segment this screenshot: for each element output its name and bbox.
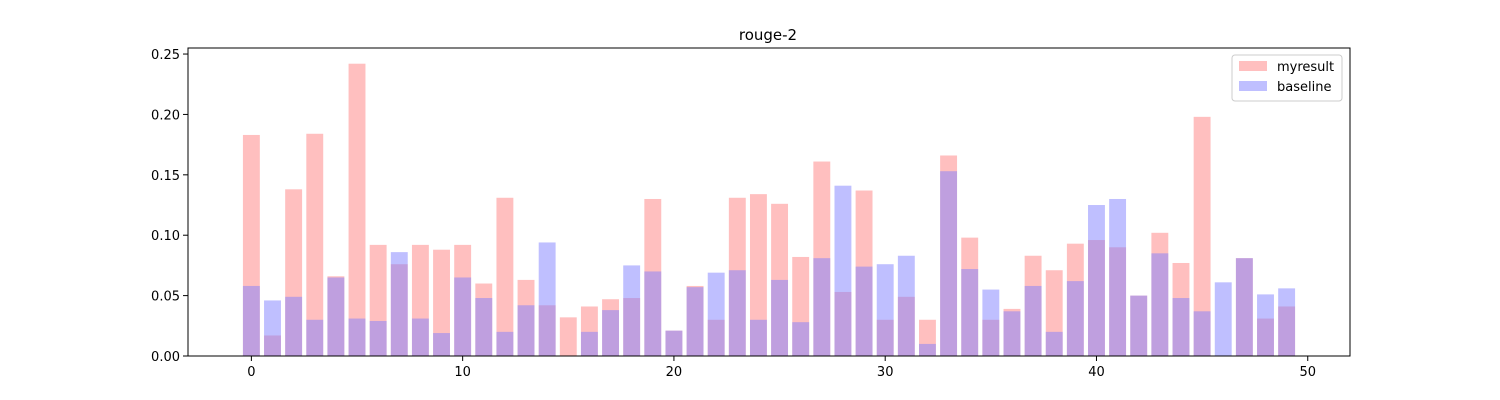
y-axis: 0.00 0.05 0.10 0.15 0.20 0.25 (151, 48, 188, 365)
baseline-bar-25 (771, 279, 789, 356)
baseline-bar-43 (1151, 253, 1169, 356)
chart-title: rouge-2 (739, 26, 797, 44)
baseline-bar-19 (644, 271, 662, 356)
baseline-bar-49 (1278, 288, 1296, 356)
baseline-bar-5 (348, 318, 366, 356)
baseline-bar-2 (285, 296, 303, 356)
myresult-bar-15 (559, 317, 577, 356)
baseline-bar-3 (306, 319, 324, 356)
y-tick-label: 0.05 (151, 290, 180, 305)
x-tick-label: 0 (247, 365, 255, 380)
baseline-bar-36 (1003, 311, 1021, 356)
baseline-bar-20 (665, 330, 683, 356)
baseline-bar-22 (707, 272, 725, 356)
baseline-bar-12 (496, 331, 514, 356)
baseline-bar-48 (1257, 294, 1274, 356)
baseline-bar-6 (369, 320, 387, 356)
baseline-bar-33 (940, 171, 958, 356)
legend-label-myresult: myresult (1277, 60, 1334, 75)
x-tick-label: 30 (877, 365, 894, 380)
baseline-bar-9 (433, 333, 450, 356)
myresult-bar-24 (749, 194, 767, 356)
legend-swatch-baseline (1239, 81, 1267, 91)
legend-label-baseline: baseline (1277, 80, 1331, 95)
baseline-bar-35 (982, 289, 1000, 356)
x-tick-label: 10 (454, 365, 471, 380)
y-tick-label: 0.00 (151, 350, 180, 365)
baseline-bar-27 (813, 258, 831, 356)
baseline-bar-31 (897, 255, 915, 356)
baseline-bar-42 (1130, 295, 1148, 356)
baseline-bar-47 (1235, 258, 1253, 356)
x-tick-label: 20 (666, 365, 683, 380)
y-tick-label: 0.10 (151, 229, 180, 244)
myresult-bar-9 (433, 249, 450, 356)
baseline-bar-45 (1193, 311, 1211, 356)
baseline-bar-29 (855, 266, 873, 356)
baseline-bar-4 (327, 277, 345, 356)
bars-layer (242, 63, 1296, 356)
y-tick-label: 0.15 (151, 169, 180, 184)
baseline-bar-23 (728, 270, 746, 356)
baseline-bar-41 (1109, 198, 1127, 356)
baseline-bar-18 (623, 265, 641, 356)
x-tick-label: 40 (1088, 365, 1105, 380)
y-tick-label: 0.25 (151, 48, 180, 63)
baseline-bar-44 (1172, 298, 1190, 356)
myresult-bar-12 (496, 197, 514, 356)
baseline-bar-17 (602, 310, 619, 356)
baseline-bar-14 (538, 242, 556, 356)
baseline-bar-40 (1088, 205, 1105, 356)
baseline-bar-46 (1214, 282, 1232, 356)
baseline-bar-26 (792, 322, 810, 356)
baseline-bar-1 (264, 300, 281, 356)
baseline-bar-39 (1066, 281, 1084, 356)
legend-swatch-myresult (1239, 61, 1267, 71)
baseline-bar-32 (919, 343, 936, 356)
x-tick-label: 50 (1299, 365, 1316, 380)
y-tick-label: 0.20 (151, 108, 180, 123)
baseline-bar-38 (1045, 331, 1063, 356)
baseline-bar-8 (411, 318, 429, 356)
baseline-bar-24 (749, 319, 767, 356)
baseline-bar-0 (242, 285, 260, 356)
baseline-bar-21 (686, 287, 704, 356)
baseline-bar-10 (454, 277, 472, 356)
x-axis: 0 10 20 30 40 50 (247, 356, 1316, 380)
plot-frame (187, 47, 1351, 357)
baseline-bar-7 (390, 252, 408, 356)
baseline-bar-37 (1024, 285, 1042, 356)
myresult-bar-3 (306, 133, 324, 356)
baseline-bar-16 (580, 331, 598, 356)
baseline-bar-13 (517, 305, 535, 356)
myresult-bar-5 (348, 63, 366, 356)
baseline-bar-11 (475, 298, 493, 356)
baseline-bar-28 (834, 185, 852, 356)
myresult-bar-45 (1193, 116, 1211, 356)
legend: myresult baseline (1231, 54, 1343, 102)
baseline-bar-30 (876, 264, 894, 356)
series-baseline (242, 171, 1296, 356)
baseline-bar-34 (961, 269, 979, 356)
